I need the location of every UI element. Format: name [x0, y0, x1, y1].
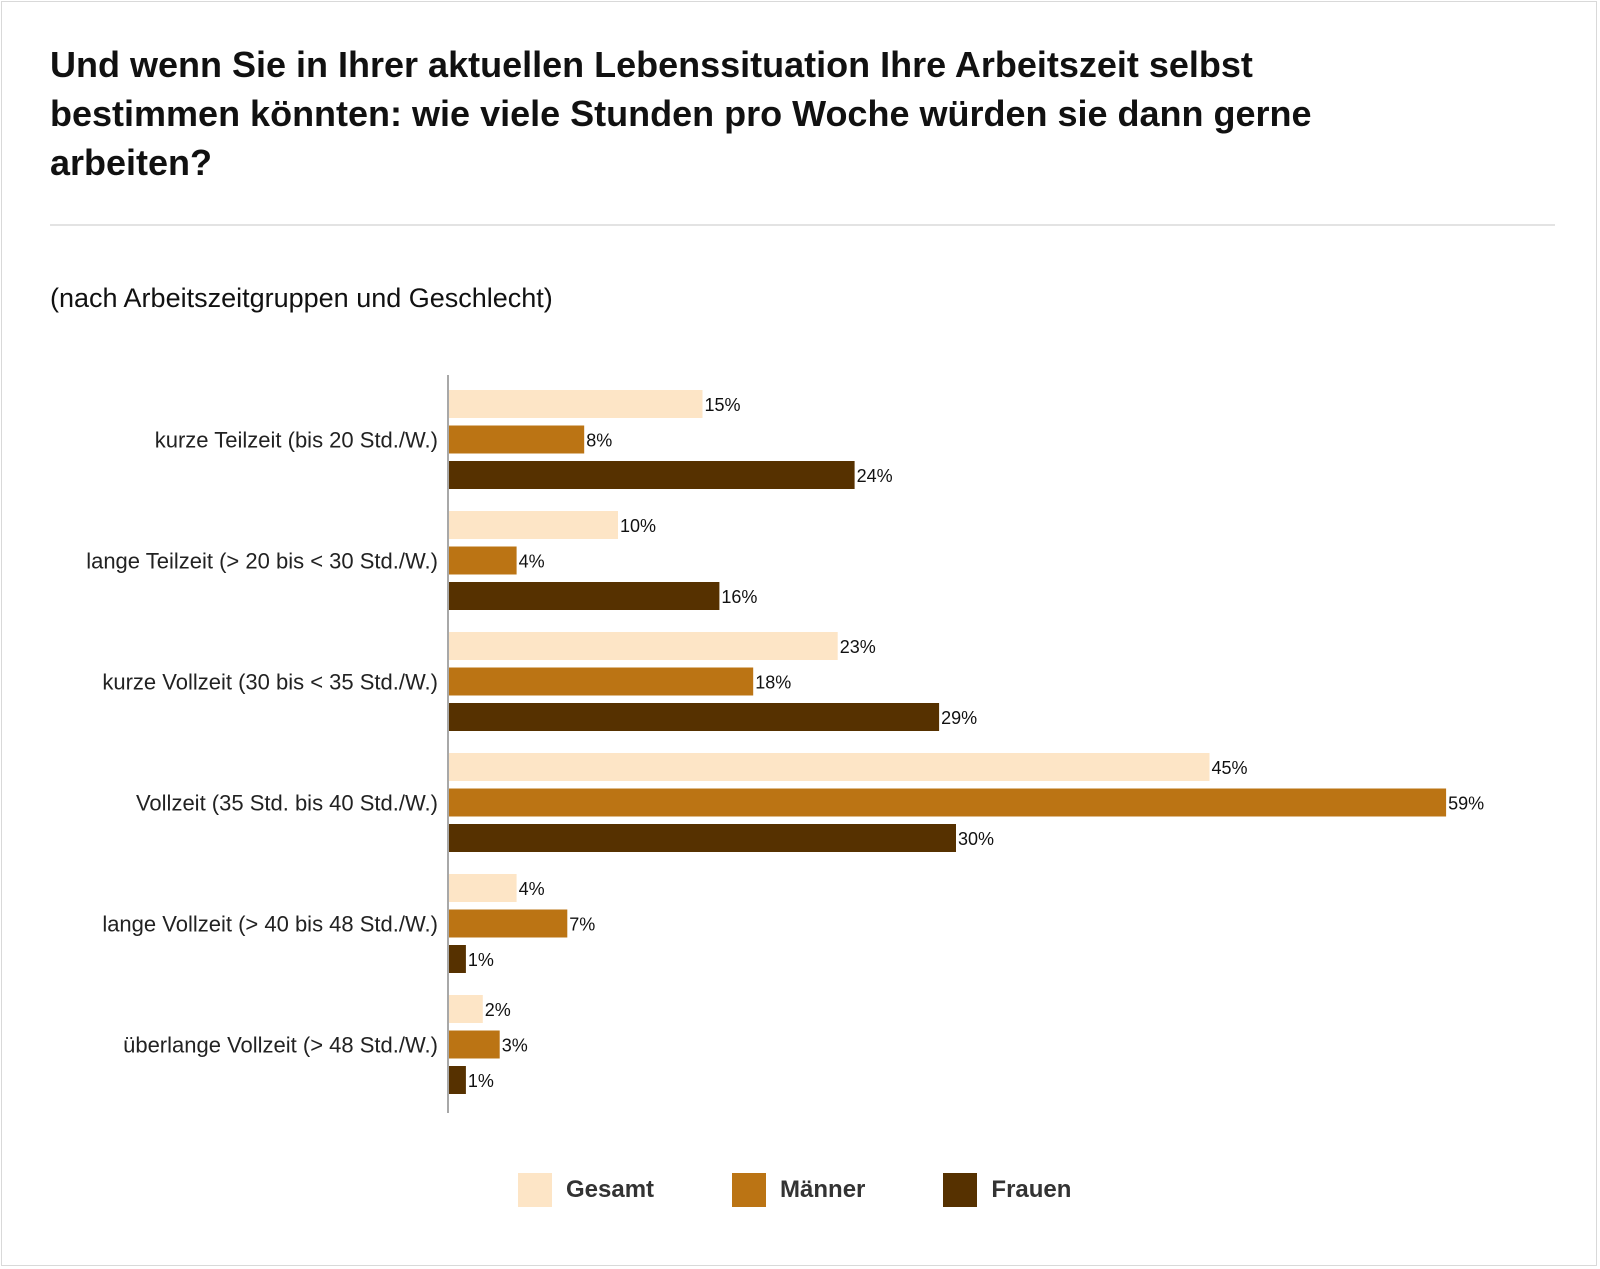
bar-frauen-vollzeit-35-std-bis-40-std-w: [449, 824, 956, 852]
value-label-frauen-kurze-vollzeit-30-bis-35-std-w: 29%: [941, 708, 977, 728]
legend-item-gesamt: Gesamt: [518, 1173, 654, 1207]
value-label-maenner-lange-vollzeit-40-bis-48-std-w: 7%: [569, 915, 595, 935]
value-label-maenner-vollzeit-35-std-bis-40-std-w: 59%: [1448, 794, 1484, 814]
category-label-lange-vollzeit-40-bis-48-std-w: lange Vollzeit (> 40 bis 48 Std./W.): [102, 912, 438, 937]
bar-maenner-lange-vollzeit-40-bis-48-std-w: [449, 909, 568, 938]
value-label-maenner-lange-teilzeit-20-bis-30-std-w: 4%: [519, 552, 545, 572]
legend-label-frauen: Frauen: [991, 1176, 1072, 1203]
bar-maenner-kurze-vollzeit-30-bis-35-std-w: [449, 667, 754, 696]
bar-frauen-kurze-vollzeit-30-bis-35-std-w: [449, 703, 940, 731]
bar-maenner-vollzeit-35-std-bis-40-std-w: [449, 788, 1447, 817]
bar-frauen-lange-vollzeit-40-bis-48-std-w: [449, 945, 466, 973]
value-label-frauen-kurze-teilzeit-bis-20-std-w: 24%: [857, 466, 893, 486]
bar-gesamt-lange-teilzeit-20-bis-30-std-w: [449, 511, 618, 539]
bar-chart: kurze Teilzeit (bis 20 Std./W.) 15% 8% 24% l…: [86, 375, 1484, 1113]
category-label-lange-teilzeit-20-bis-30-std-w: lange Teilzeit (> 20 bis < 30 Std./W.): [86, 549, 438, 574]
bar-gesamt-kurze-vollzeit-30-bis-35-std-w: [449, 632, 838, 660]
category-label-ueberlange-vollzeit-48-std-w: überlange Vollzeit (> 48 Std./W.): [123, 1033, 438, 1058]
value-label-gesamt-ueberlange-vollzeit-48-std-w: 2%: [485, 1000, 511, 1020]
legend-item-frauen: Frauen: [943, 1173, 1071, 1207]
chart-title: Und wenn Sie in Ihrer aktuellen Lebenssi…: [50, 44, 1312, 183]
chart-subtitle: (nach Arbeitszeitgruppen und Geschlecht): [50, 283, 553, 313]
value-label-frauen-vollzeit-35-std-bis-40-std-w: 30%: [958, 829, 994, 849]
value-label-gesamt-lange-teilzeit-20-bis-30-std-w: 10%: [620, 516, 656, 536]
bar-frauen-kurze-teilzeit-bis-20-std-w: [449, 461, 855, 489]
bar-maenner-kurze-teilzeit-bis-20-std-w: [449, 425, 585, 454]
legend-swatch-frauen: [943, 1173, 978, 1207]
bar-gesamt-kurze-teilzeit-bis-20-std-w: [449, 390, 703, 418]
legend: Gesamt Männer Frauen: [518, 1173, 1149, 1207]
value-label-frauen-lange-vollzeit-40-bis-48-std-w: 1%: [468, 950, 494, 970]
legend-item-maenner: Männer: [732, 1173, 865, 1207]
value-label-frauen-ueberlange-vollzeit-48-std-w: 1%: [468, 1071, 494, 1091]
legend-label-maenner: Männer: [780, 1176, 866, 1203]
bar-gesamt-vollzeit-35-std-bis-40-std-w: [449, 753, 1210, 781]
category-label-vollzeit-35-std-bis-40-std-w: Vollzeit (35 Std. bis 40 Std./W.): [136, 791, 438, 816]
value-label-maenner-kurze-teilzeit-bis-20-std-w: 8%: [586, 431, 612, 451]
value-label-gesamt-kurze-vollzeit-30-bis-35-std-w: 23%: [840, 637, 876, 657]
legend-label-gesamt: Gesamt: [566, 1176, 655, 1203]
value-label-gesamt-kurze-teilzeit-bis-20-std-w: 15%: [705, 395, 741, 415]
legend-swatch-gesamt: [518, 1173, 552, 1207]
bar-maenner-lange-teilzeit-20-bis-30-std-w: [449, 546, 517, 575]
bar-frauen-lange-teilzeit-20-bis-30-std-w: [449, 582, 720, 610]
category-label-kurze-vollzeit-30-bis-35-std-w: kurze Vollzeit (30 bis < 35 Std./W.): [102, 670, 438, 695]
bar-maenner-ueberlange-vollzeit-48-std-w: [449, 1030, 500, 1059]
value-label-frauen-lange-teilzeit-20-bis-30-std-w: 16%: [721, 587, 757, 607]
value-label-gesamt-lange-vollzeit-40-bis-48-std-w: 4%: [519, 879, 545, 899]
title-divider: [50, 224, 1555, 226]
bar-frauen-ueberlange-vollzeit-48-std-w: [449, 1066, 466, 1094]
legend-swatch-maenner: [732, 1173, 767, 1207]
value-label-gesamt-vollzeit-35-std-bis-40-std-w: 45%: [1212, 758, 1248, 778]
value-label-maenner-ueberlange-vollzeit-48-std-w: 3%: [502, 1036, 528, 1056]
bar-gesamt-ueberlange-vollzeit-48-std-w: [449, 995, 483, 1023]
value-label-maenner-kurze-vollzeit-30-bis-35-std-w: 18%: [755, 673, 791, 693]
category-label-kurze-teilzeit-bis-20-std-w: kurze Teilzeit (bis 20 Std./W.): [155, 428, 438, 453]
bar-gesamt-lange-vollzeit-40-bis-48-std-w: [449, 874, 517, 902]
